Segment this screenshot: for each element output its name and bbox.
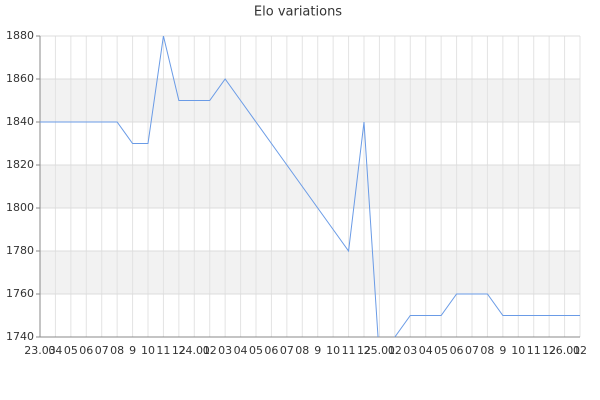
- x-tick-label: 05: [434, 344, 448, 357]
- x-tick-label: 11: [527, 344, 541, 357]
- x-tick-label: 07: [280, 344, 294, 357]
- x-tick-label: 07: [95, 344, 109, 357]
- grid-band: [40, 79, 580, 122]
- x-tick-label: 9: [129, 344, 136, 357]
- x-tick-label: 12: [357, 344, 371, 357]
- x-tick-label: 08: [295, 344, 309, 357]
- y-tick-label: 1800: [6, 201, 34, 214]
- x-tick-label: 02: [203, 344, 217, 357]
- x-tick-label: 04: [419, 344, 433, 357]
- x-tick-label: 07: [465, 344, 479, 357]
- x-tick-label: 04: [48, 344, 62, 357]
- x-tick-label: 11: [156, 344, 170, 357]
- x-tick-label: 05: [64, 344, 78, 357]
- x-tick-label: 05: [249, 344, 263, 357]
- x-tick-label: 06: [264, 344, 278, 357]
- x-tick-label: 02: [388, 344, 402, 357]
- x-tick-label: 08: [480, 344, 494, 357]
- x-tick-label: 03: [403, 344, 417, 357]
- x-tick-label: 26.01: [549, 344, 581, 357]
- x-tick-label: 02: [573, 344, 587, 357]
- x-tick-label: 10: [326, 344, 340, 357]
- plot-area: [40, 36, 580, 337]
- x-tick-label: 11: [342, 344, 356, 357]
- grid-band: [40, 165, 580, 208]
- y-tick-label: 1880: [6, 29, 34, 42]
- x-tick-label: 9: [499, 344, 506, 357]
- y-tick-label: 1740: [6, 330, 34, 343]
- x-tick-label: 12: [542, 344, 556, 357]
- y-tick-label: 1820: [6, 158, 34, 171]
- x-tick-label: 10: [141, 344, 155, 357]
- line: [40, 36, 580, 337]
- x-tick-label: 06: [79, 344, 93, 357]
- x-tick-label: 23.03: [24, 344, 56, 357]
- x-tick-label: 08: [110, 344, 124, 357]
- x-tick-label: 10: [511, 344, 525, 357]
- y-tick-label: 1840: [6, 115, 34, 128]
- x-tick-label: 04: [234, 344, 248, 357]
- y-tick-label: 1760: [6, 287, 34, 300]
- x-tick-label: 06: [450, 344, 464, 357]
- x-tick-label: 9: [314, 344, 321, 357]
- y-tick-label: 1860: [6, 72, 34, 85]
- y-tick-label: 1780: [6, 244, 34, 257]
- grid-band: [40, 251, 580, 294]
- x-tick-label: 12: [172, 344, 186, 357]
- x-tick-label: 25.01: [364, 344, 396, 357]
- x-tick-label: 03: [218, 344, 232, 357]
- chart-title: Elo variations: [254, 5, 342, 20]
- x-tick-label: 24.01: [179, 344, 211, 357]
